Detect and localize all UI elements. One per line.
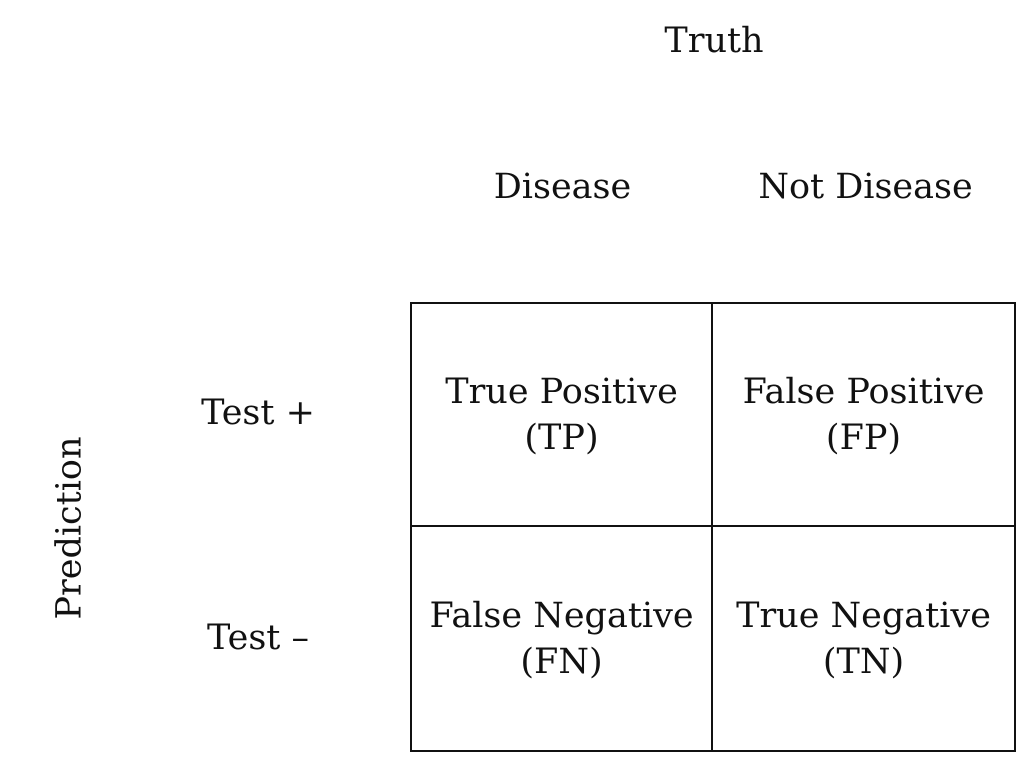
cell-abbreviation: (FN) [520,641,603,682]
cell-name: True Positive [445,371,678,412]
truth-axis-label: Truth [664,21,764,61]
cell-name: False Negative [429,595,694,636]
cell-abbreviation: (TP) [524,417,599,458]
prediction-axis-label: Prediction [49,436,90,620]
cell-true-negative: True Negative (TN) [713,527,1014,750]
column-header-disease: Disease [493,167,632,207]
row-header-test-negative: Test – [207,618,309,658]
column-header-not-disease: Not Disease [758,167,973,207]
cell-true-positive: True Positive (TP) [412,304,713,527]
cell-false-positive: False Positive (FP) [713,304,1014,527]
cell-name: True Negative [736,595,991,636]
cell-name: False Positive [742,371,985,412]
cell-abbreviation: (FP) [825,417,902,458]
cell-abbreviation: (TN) [822,641,905,682]
cell-false-negative: False Negative (FN) [412,527,713,750]
row-header-test-positive: Test + [201,393,315,433]
confusion-matrix: True Positive (TP) False Positive (FP) F… [410,302,1016,752]
